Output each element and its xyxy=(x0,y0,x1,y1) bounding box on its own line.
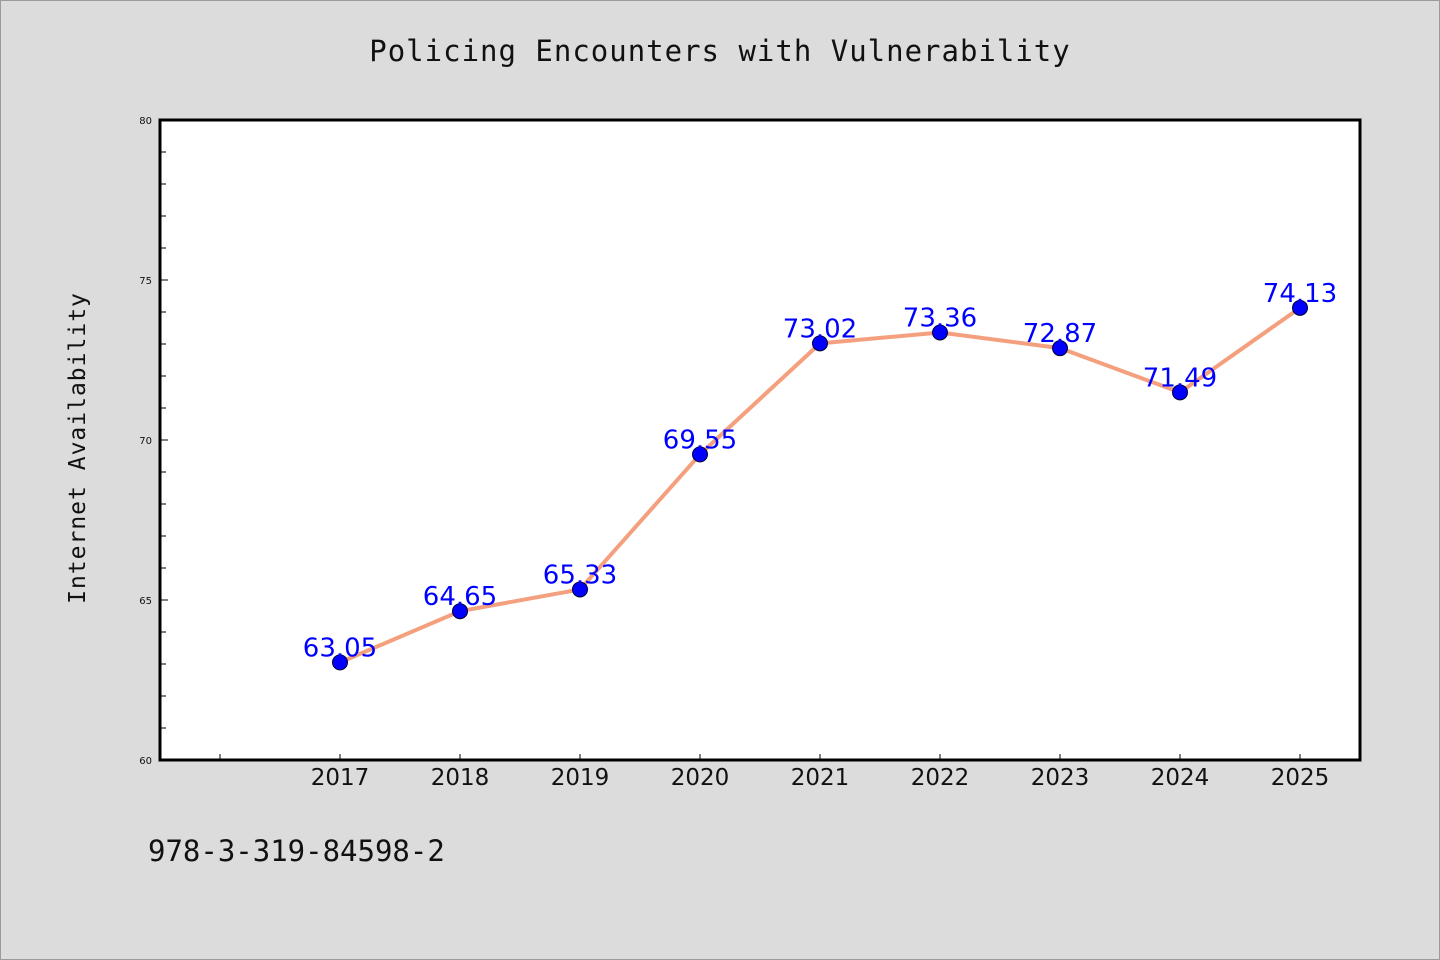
x-axis: 2017 2018 2019 2020 2021 2022 2023 2024 2025 xyxy=(219,754,1330,791)
y-tick-label: 65 xyxy=(139,596,152,607)
y-tick-label: 75 xyxy=(139,276,152,287)
x-tick-label: 2025 xyxy=(1271,765,1330,791)
data-label: 72.87 xyxy=(1023,319,1097,349)
chart-title: Policing Encounters with Vulnerability xyxy=(369,34,1071,68)
y-tick-label: 80 xyxy=(139,116,152,127)
data-point xyxy=(1052,340,1068,357)
data-label: 73.02 xyxy=(783,314,857,344)
x-tick-label: 2021 xyxy=(791,765,850,791)
x-tick-label: 2022 xyxy=(911,765,970,791)
data-label: 69.55 xyxy=(663,425,737,455)
data-label: 63.05 xyxy=(303,633,377,663)
y-tick-label: 60 xyxy=(139,756,152,767)
data-point xyxy=(1292,299,1308,316)
x-tick-label: 2023 xyxy=(1031,765,1090,791)
data-label: 64.65 xyxy=(423,582,497,612)
data-label: 71.49 xyxy=(1143,363,1217,393)
data-label: 73.36 xyxy=(903,303,977,333)
data-label: 65.33 xyxy=(543,560,617,590)
data-point xyxy=(812,335,828,352)
y-axis: 60 65 70 75 80 xyxy=(139,116,168,767)
data-point xyxy=(932,324,948,341)
series-group xyxy=(332,299,1308,671)
x-tick-label: 2024 xyxy=(1151,765,1210,791)
x-tick-label: 2019 xyxy=(551,765,610,791)
x-tick-label: 2017 xyxy=(311,765,370,791)
data-labels-group: 63.05 64.65 65.33 69.55 73.02 73.36 72.87 71.49… xyxy=(303,279,1337,664)
x-tick-label: 2018 xyxy=(431,765,490,791)
data-point xyxy=(692,446,708,463)
data-point xyxy=(332,654,348,671)
y-tick-label: 70 xyxy=(139,436,152,447)
data-label: 74.13 xyxy=(1263,279,1337,309)
data-point xyxy=(452,603,468,620)
data-point xyxy=(1172,384,1188,401)
x-tick-label: 2020 xyxy=(671,765,730,791)
data-point xyxy=(572,581,588,598)
isbn-text: 978-3-319-84598-2 xyxy=(148,834,445,868)
